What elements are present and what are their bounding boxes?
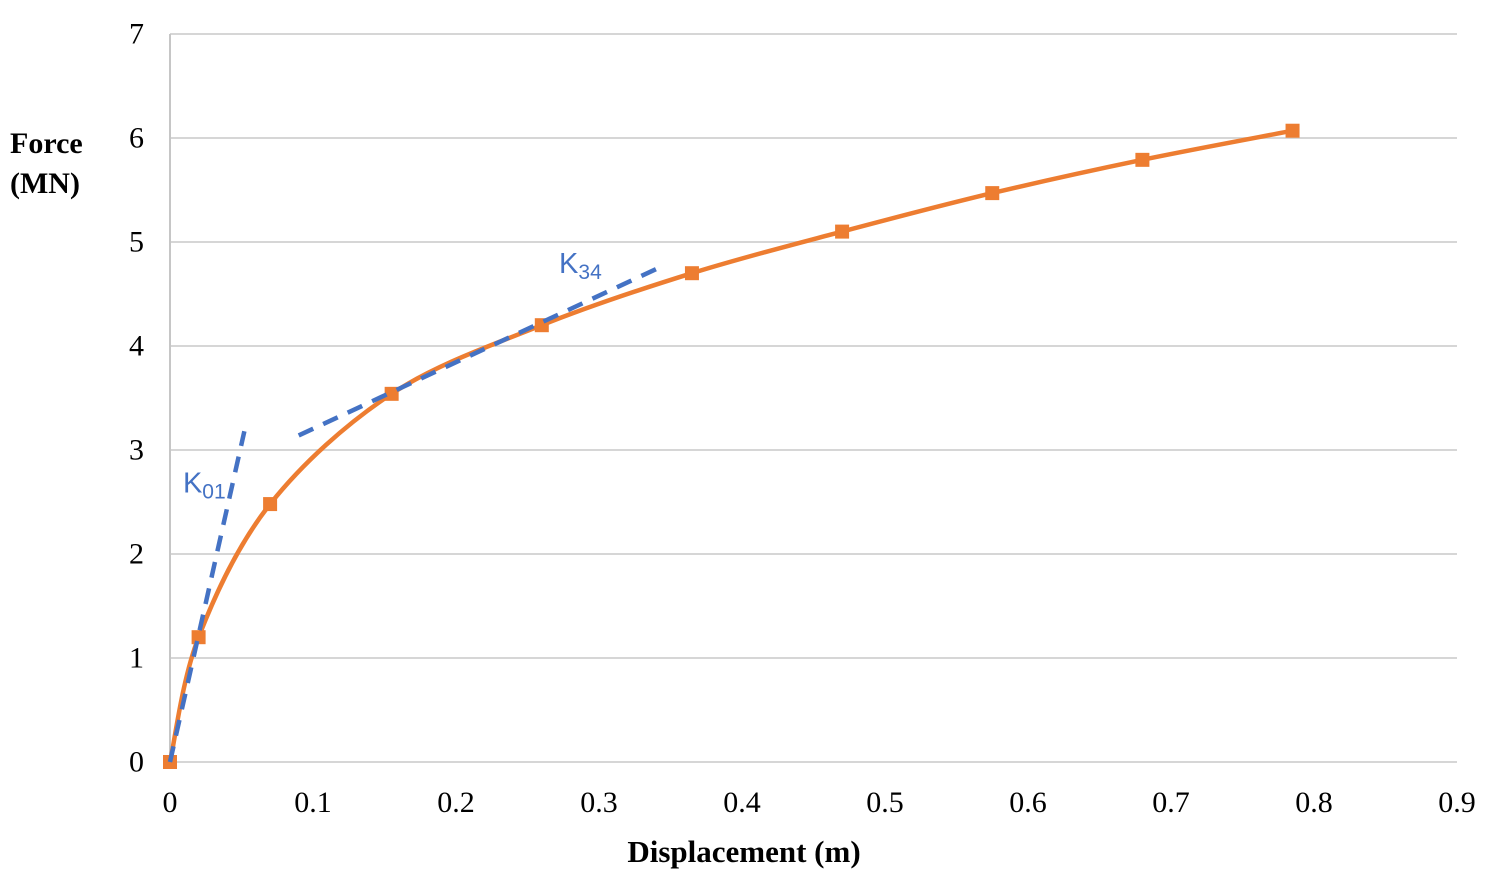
annotation-main-34: K [559, 248, 579, 280]
x-tick-label-0.7: 0.7 [1152, 786, 1190, 819]
curve-marker-6 [835, 224, 850, 239]
curve-marker-3 [384, 386, 399, 401]
annotation-sub-34: 34 [578, 260, 602, 283]
y-tick-label-3: 3 [129, 434, 144, 467]
x-tick-label-0.8: 0.8 [1295, 786, 1333, 819]
y-tick-label-7: 7 [129, 18, 144, 51]
y-tick-label-4: 4 [129, 330, 144, 363]
x-axis-title: Displacement (m) [627, 834, 861, 869]
y-tick-label-2: 2 [129, 538, 144, 571]
x-tick-label-0: 0 [163, 786, 178, 819]
curve-marker-9 [1285, 123, 1300, 138]
annotation-main-01: K [183, 467, 203, 499]
k34-tangent-line [297, 267, 658, 438]
x-tick-label-0.3: 0.3 [580, 786, 618, 819]
curve-line [167, 128, 1295, 765]
annotation-sub-01: 01 [202, 480, 225, 503]
x-tick-label-0.4: 0.4 [723, 786, 761, 819]
y-tick-label-5: 5 [129, 226, 144, 259]
x-tick-label-0.9: 0.9 [1438, 786, 1476, 819]
y-axis-title-line1: Force [10, 127, 83, 160]
y-tick-label-0: 0 [129, 746, 144, 779]
y-tick-label-1: 1 [129, 642, 144, 675]
y-axis-title: Force (MN) [10, 124, 83, 204]
y-axis-title-line2: (MN) [10, 167, 80, 200]
curve-marker-2 [263, 497, 278, 512]
k01-tangent-line [167, 430, 247, 763]
curve-marker-5 [684, 266, 699, 281]
curve-marker-7 [985, 186, 1000, 201]
curve-marker-8 [1135, 152, 1150, 167]
annotation-K01: K01 [183, 467, 226, 503]
x-tick-label-0.5: 0.5 [866, 786, 904, 819]
x-tick-label-0.2: 0.2 [437, 786, 475, 819]
x-tick-label-0.1: 0.1 [294, 786, 332, 819]
x-tick-label-0.6: 0.6 [1009, 786, 1047, 819]
y-tick-label-6: 6 [129, 122, 144, 155]
annotation-K34: K34 [559, 248, 602, 284]
